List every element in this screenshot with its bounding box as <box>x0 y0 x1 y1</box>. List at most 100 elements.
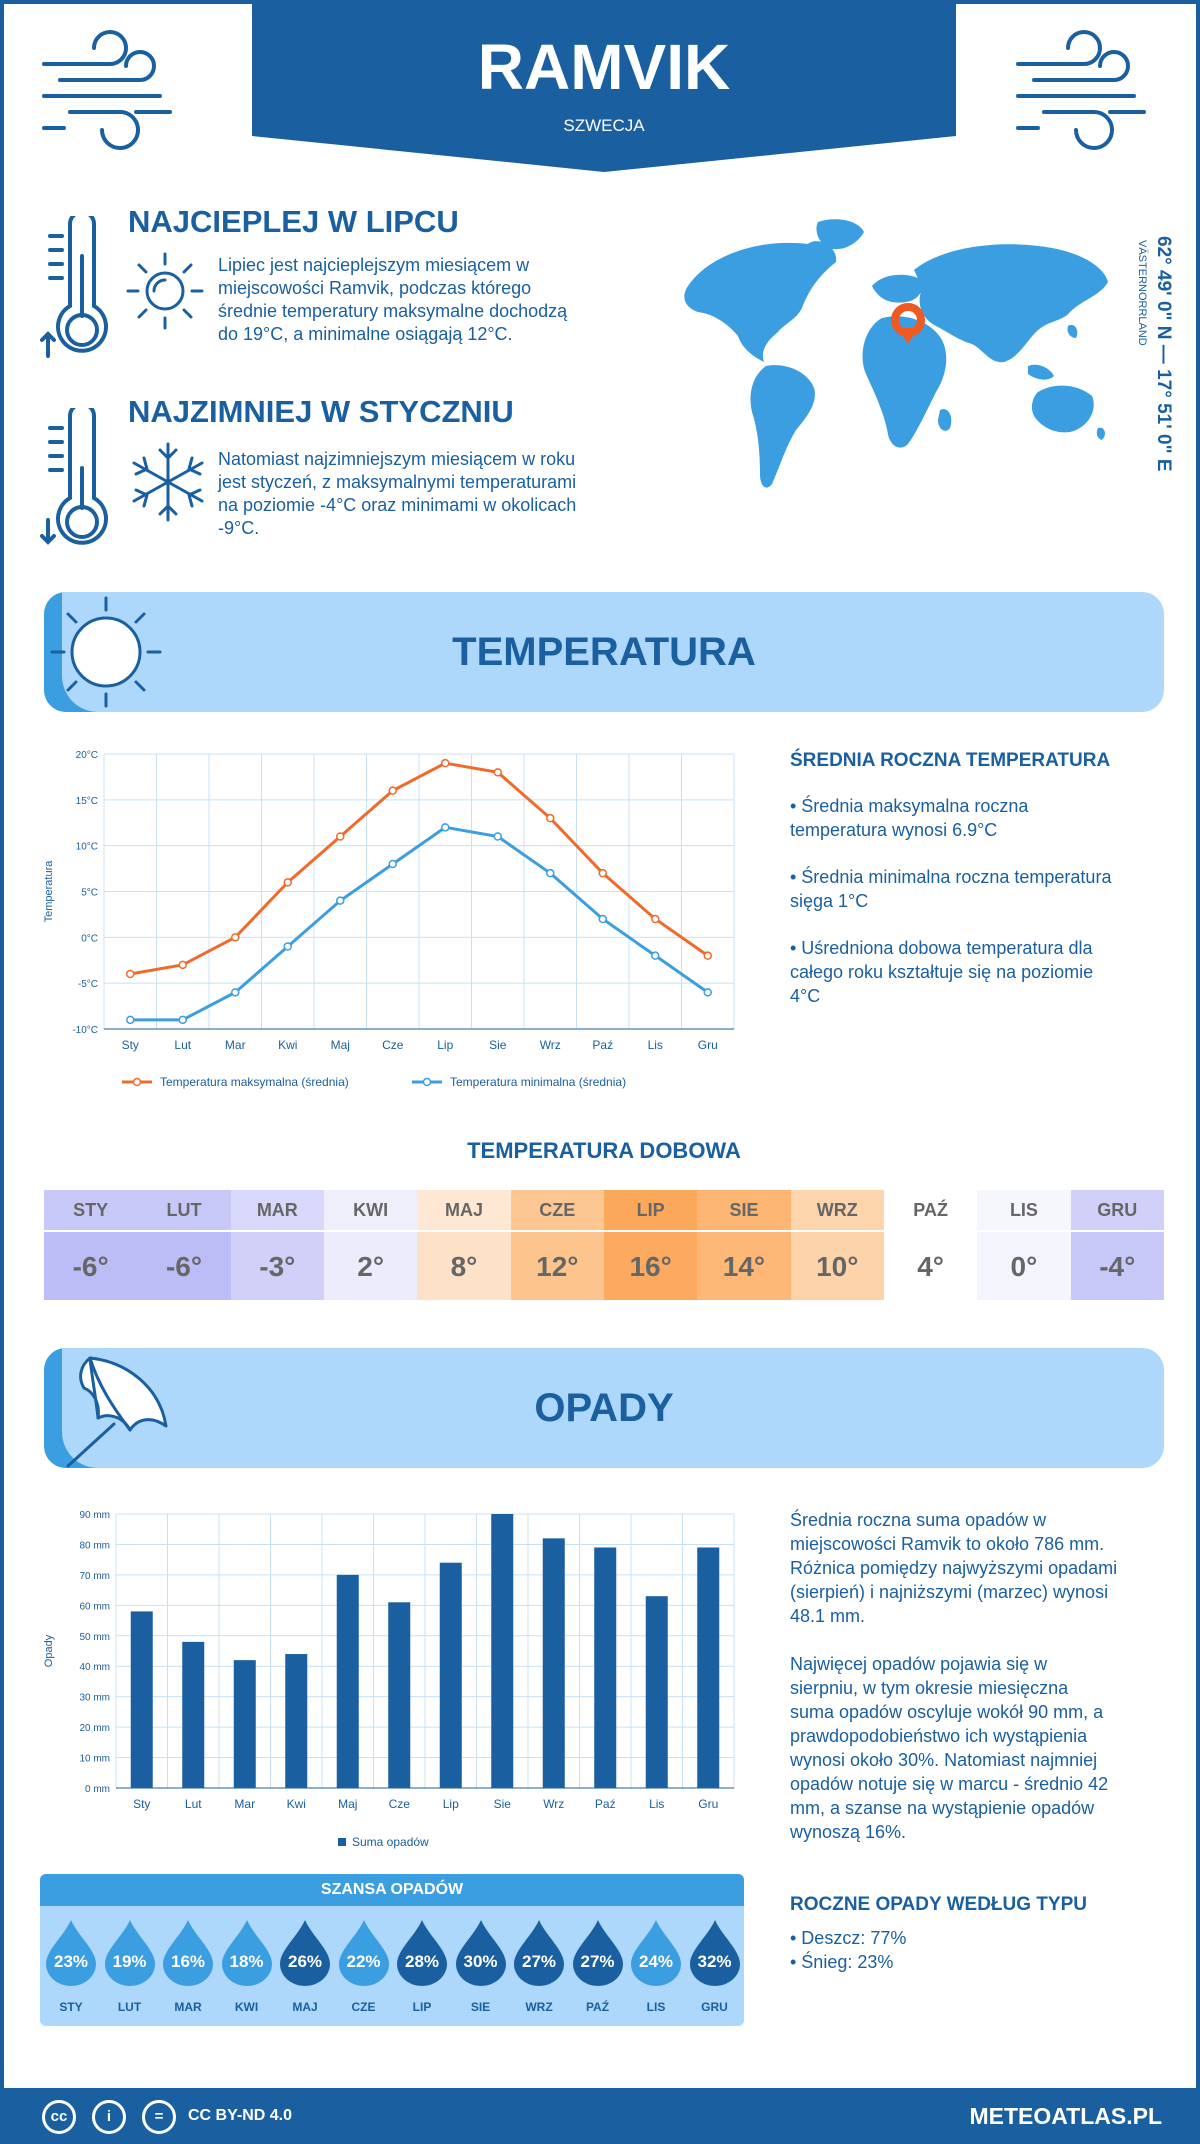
precip-chance-item: 22% CZE <box>337 1920 391 2014</box>
y-tick-label: 15°C <box>76 796 98 807</box>
precip-chance-month: LIP <box>412 2000 432 2014</box>
daily-temp-month: LUT <box>137 1190 231 1230</box>
data-point <box>388 859 397 869</box>
precip-summary: Średnia roczna suma opadów w miejscowośc… <box>790 1508 1117 1628</box>
world-map <box>684 219 1108 488</box>
x-tick-label: Kwi <box>278 1038 297 1052</box>
daily-temp-value: -4° <box>1070 1230 1164 1300</box>
daily-temp-month: MAR <box>230 1190 324 1230</box>
x-tick-label: Lip <box>443 1797 459 1811</box>
precip-bar <box>594 1547 617 1788</box>
data-point <box>546 813 555 823</box>
precip-chance-item: 18% KWI <box>220 1920 274 2014</box>
data-point <box>336 896 345 905</box>
raindrop-icon <box>46 1920 96 1986</box>
annual-temp-line: 4°C <box>790 986 821 1006</box>
daily-temp-value: 12° <box>510 1230 604 1300</box>
y-tick-label: 20°C <box>76 750 98 761</box>
daily-temp-month: CZE <box>510 1190 604 1230</box>
x-tick-label: Lut <box>185 1797 202 1811</box>
annual-temp-line: • Średnia maksymalna roczna <box>790 796 1029 816</box>
warmest-line: Lipiec jest najcieplejszym miesiącem w <box>218 255 530 275</box>
y-tick-label: 80 mm <box>79 1540 110 1551</box>
raindrop-icon <box>221 1920 272 1986</box>
daily-temp-month: LIP <box>603 1190 698 1230</box>
warmest-text: Lipiec jest najcieplejszym miesiącem w m… <box>218 254 567 346</box>
warmest-line: do 19°C, a minimalne osiągają 12°C. <box>218 324 513 344</box>
daily-temp-value: 14° <box>697 1230 791 1300</box>
y-tick-label: -5°C <box>78 979 98 990</box>
y-tick-label: 70 mm <box>79 1571 110 1582</box>
daily-temp-month: MAJ <box>417 1190 511 1230</box>
precip-chance-month: SIE <box>470 2000 491 2014</box>
x-tick-label: Mar <box>225 1038 246 1052</box>
precip-chance-month: WRZ <box>525 2000 553 2014</box>
series-line <box>129 761 709 976</box>
precip-chance-month: MAJ <box>292 2000 318 2014</box>
precip-bar <box>697 1547 720 1788</box>
precip-detail-line: wynoszą 16%. <box>790 1822 907 1842</box>
precip-chance-item: 27% PAŹ <box>571 1920 625 2014</box>
precip-bar <box>645 1596 668 1788</box>
x-tick-label: Kwi <box>287 1797 306 1811</box>
coordinates: 62° 49' 0" N — 17° 51' 0" E <box>1153 236 1174 472</box>
daily-temp-month: SIE <box>697 1190 791 1230</box>
thermometer-down-icon <box>40 408 108 545</box>
site-link[interactable]: METEOATLAS.PL <box>969 2103 1162 2129</box>
daily-temp-table: STY -6° LUT -6° MAR -3° KWI 2° MAJ 8° CZE 12° LIP 16°… <box>44 1190 1164 1300</box>
sun-large-icon <box>50 596 162 708</box>
daily-temp-cell: WRZ 10° <box>790 1190 884 1300</box>
y-tick-label: 5°C <box>81 888 98 899</box>
coldest-line: -9°C. <box>218 518 260 538</box>
precip-chance-item: 27% WRZ <box>512 1920 566 2014</box>
coldest-line: jest styczeń, z maksymalnymi temperatura… <box>218 472 577 492</box>
warmest-title: NAJCIEPLEJ W LIPCU <box>128 204 459 239</box>
y-tick-label: 50 mm <box>79 1632 110 1643</box>
precip-chance-month: KWI <box>234 2000 259 2014</box>
header-banner: RAMVIK SZWECJA <box>252 4 956 172</box>
precip-bar <box>182 1641 205 1788</box>
series-line <box>130 825 709 1022</box>
daily-temp-cell: STY -6° <box>44 1190 138 1300</box>
data-point <box>441 758 450 768</box>
precip-chance-month: LUT <box>117 2000 142 2014</box>
data-point <box>651 914 660 924</box>
x-tick-label: Maj <box>338 1797 357 1811</box>
data-point <box>493 832 502 841</box>
precip-detail-line: sierpniu, w tym okresie miesięczna <box>790 1678 1069 1698</box>
data-point <box>283 878 292 887</box>
wind-icon-right <box>1016 30 1146 150</box>
raindrop-icon <box>104 1920 155 1986</box>
precip-chance-item: 24% LIS <box>629 1920 683 2014</box>
daily-temp-value: 0° <box>977 1230 1071 1300</box>
annual-temp-line: • Uśredniona dobowa temperatura dla <box>790 938 1093 958</box>
precip-chance-title: SZANSA OPADÓW <box>40 1874 744 1906</box>
data-point <box>703 951 712 960</box>
precip-detail-line: opadów notuje się w marcu - średnio 42 <box>790 1774 1109 1794</box>
temperature-band: TEMPERATURA <box>44 592 1164 712</box>
footer: cc i = CC BY-ND 4.0 METEOATLAS.PL <box>4 2088 1200 2144</box>
daily-temp-title: TEMPERATURA DOBOWA <box>467 1138 741 1163</box>
daily-temp-cell: KWI 2° <box>323 1190 418 1300</box>
y-tick-label: 30 mm <box>79 1693 110 1704</box>
precip-detail-line: suma opadów oscyluje wokół 90 mm, a <box>790 1702 1104 1722</box>
data-point <box>388 786 397 795</box>
x-tick-label: Sie <box>494 1797 512 1811</box>
annual-temp-title: ŚREDNIA ROCZNA TEMPERATURA <box>790 750 1111 771</box>
precip-detail-line: prawdopodobieństwo ich wystąpienia <box>790 1726 1088 1746</box>
x-tick-label: Maj <box>331 1038 350 1052</box>
precip-summary-line: 48.1 mm. <box>790 1606 866 1626</box>
cc-icon: cc <box>42 2100 76 2134</box>
precip-bar <box>285 1654 308 1788</box>
daily-temp-month: PAŹ <box>883 1190 978 1230</box>
daily-temp-cell: LIP 16° <box>603 1190 698 1300</box>
daily-temp-cell: MAR -3° <box>230 1190 324 1300</box>
coldest-line: Natomiast najzimniejszym miesiącem w rok… <box>218 449 576 469</box>
x-tick-label: Gru <box>698 1038 718 1052</box>
precip-summary-line: (sierpień) i najniższymi (marzec) wynosi <box>790 1582 1109 1602</box>
y-tick-label: 0 mm <box>85 1784 110 1795</box>
data-point <box>231 933 240 942</box>
region-name: VÄSTERNORRLAND <box>1136 240 1148 346</box>
data-point <box>441 823 450 832</box>
raindrop-icon <box>338 1920 389 1986</box>
